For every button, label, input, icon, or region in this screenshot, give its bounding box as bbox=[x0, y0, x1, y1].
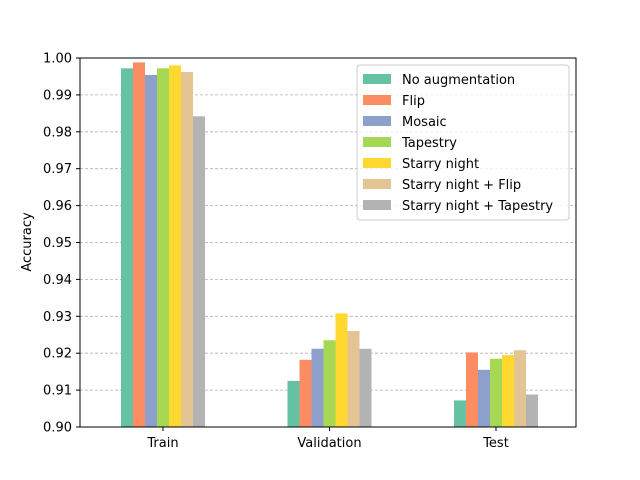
legend-entry: Mosaic bbox=[402, 115, 447, 130]
bar bbox=[359, 348, 372, 427]
legend-entry: Starry night + Tapestry bbox=[402, 199, 553, 214]
legend-swatch bbox=[363, 95, 391, 105]
x-axis: Train Validation Test bbox=[146, 427, 509, 451]
bar bbox=[514, 350, 526, 427]
legend-entry: Tapestry bbox=[401, 136, 457, 151]
bar bbox=[145, 74, 157, 427]
y-axis: 0.90 0.91 0.92 0.93 0.94 0.95 0.96 0.97 0.98 0.99… bbox=[43, 52, 80, 436]
x-tick-label: Test bbox=[482, 436, 509, 451]
y-axis-label: Accuracy bbox=[20, 212, 35, 272]
bar bbox=[490, 358, 502, 427]
y-tick-label: 0.94 bbox=[43, 273, 72, 288]
bar bbox=[466, 352, 478, 427]
legend-swatch bbox=[363, 158, 391, 168]
bar bbox=[454, 400, 466, 427]
y-tick-label: 0.90 bbox=[43, 421, 72, 436]
legend-swatch bbox=[363, 200, 391, 210]
bar bbox=[478, 369, 490, 427]
bar bbox=[169, 65, 181, 427]
y-tick-label: 0.96 bbox=[43, 199, 72, 214]
y-tick-label: 1.00 bbox=[43, 52, 72, 67]
y-tick-label: 0.93 bbox=[43, 310, 72, 325]
legend-swatch bbox=[363, 179, 391, 189]
y-tick-label: 0.98 bbox=[43, 125, 72, 140]
bar bbox=[526, 394, 538, 427]
bar bbox=[502, 355, 514, 427]
legend-swatch bbox=[363, 137, 391, 147]
bar bbox=[157, 68, 169, 427]
bar bbox=[299, 359, 312, 427]
legend-swatch bbox=[363, 74, 391, 84]
y-tick-label: 0.92 bbox=[43, 347, 72, 362]
x-tick-label: Validation bbox=[297, 436, 361, 451]
legend: No augmentation Flip Mosaic Tapestry Starry … bbox=[356, 64, 570, 221]
bar bbox=[311, 348, 324, 427]
bar bbox=[347, 331, 360, 427]
legend-entry: Starry night + Flip bbox=[402, 178, 521, 193]
legend-swatch bbox=[363, 116, 391, 126]
bar bbox=[121, 68, 133, 427]
bar bbox=[193, 116, 205, 427]
bar bbox=[133, 62, 145, 427]
legend-box bbox=[356, 64, 570, 221]
y-tick-label: 0.97 bbox=[43, 162, 72, 177]
x-tick-label: Train bbox=[146, 436, 178, 451]
bar bbox=[287, 380, 300, 427]
legend-entry: No augmentation bbox=[402, 73, 515, 88]
y-tick-label: 0.99 bbox=[43, 88, 72, 103]
bars bbox=[121, 62, 538, 427]
bar bbox=[335, 313, 348, 427]
bar bbox=[181, 72, 193, 427]
bar bbox=[323, 340, 336, 427]
legend-entry: Starry night bbox=[402, 157, 479, 172]
legend-entry: Flip bbox=[402, 94, 425, 109]
y-tick-label: 0.95 bbox=[43, 236, 72, 251]
y-tick-label: 0.91 bbox=[43, 384, 72, 399]
